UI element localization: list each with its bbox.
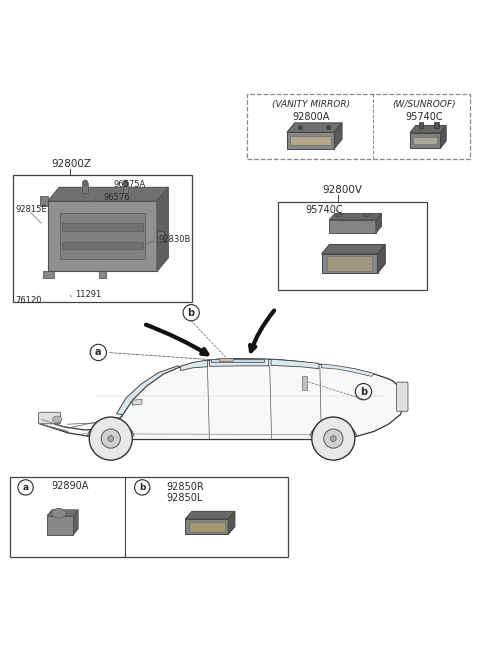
Polygon shape: [43, 271, 54, 279]
Circle shape: [324, 429, 343, 448]
FancyBboxPatch shape: [219, 358, 233, 361]
Polygon shape: [441, 125, 446, 148]
Text: (W/SUNROOF): (W/SUNROOF): [392, 100, 456, 108]
Text: 96575A: 96575A: [113, 181, 145, 189]
Text: b: b: [360, 387, 367, 397]
Circle shape: [298, 125, 302, 129]
Circle shape: [330, 436, 336, 442]
Polygon shape: [209, 359, 269, 367]
Text: a: a: [95, 348, 102, 357]
Polygon shape: [322, 254, 377, 273]
Text: b: b: [139, 483, 145, 492]
Text: 92800Z: 92800Z: [51, 159, 91, 169]
Text: 95740C: 95740C: [405, 112, 443, 122]
Polygon shape: [132, 399, 142, 405]
Polygon shape: [410, 125, 446, 133]
Polygon shape: [180, 360, 207, 371]
Polygon shape: [419, 122, 423, 128]
Text: 92830B: 92830B: [158, 235, 191, 244]
Polygon shape: [287, 132, 334, 148]
Polygon shape: [157, 231, 164, 242]
Text: 92850R: 92850R: [166, 482, 204, 492]
Polygon shape: [327, 256, 372, 271]
Polygon shape: [287, 123, 342, 132]
Polygon shape: [185, 519, 228, 534]
Polygon shape: [434, 122, 439, 128]
Polygon shape: [83, 183, 88, 193]
Text: a: a: [23, 483, 29, 492]
Polygon shape: [363, 214, 372, 217]
Polygon shape: [62, 242, 143, 249]
Polygon shape: [185, 511, 235, 519]
Text: b: b: [188, 307, 195, 318]
Text: 76120: 76120: [15, 296, 42, 306]
Polygon shape: [117, 366, 180, 415]
Text: (VANITY MIRROR): (VANITY MIRROR): [272, 100, 349, 108]
Text: 92800V: 92800V: [323, 185, 363, 195]
Polygon shape: [39, 359, 405, 440]
Polygon shape: [271, 359, 319, 369]
Text: 92850L: 92850L: [166, 493, 203, 503]
Polygon shape: [48, 201, 157, 271]
Text: 92815E: 92815E: [15, 205, 47, 214]
FancyBboxPatch shape: [302, 376, 307, 390]
Polygon shape: [335, 214, 344, 217]
Polygon shape: [376, 214, 382, 233]
Circle shape: [326, 125, 331, 129]
Polygon shape: [228, 511, 235, 534]
FancyBboxPatch shape: [211, 359, 264, 362]
Polygon shape: [60, 214, 145, 259]
Text: 92800A: 92800A: [292, 112, 329, 122]
Text: 96576: 96576: [104, 193, 130, 202]
Polygon shape: [99, 271, 106, 279]
Polygon shape: [322, 364, 374, 376]
Circle shape: [108, 436, 114, 442]
Polygon shape: [334, 123, 342, 148]
Text: 11291: 11291: [75, 290, 101, 298]
Circle shape: [312, 417, 355, 460]
Text: 95740C: 95740C: [305, 205, 343, 215]
Polygon shape: [157, 187, 168, 271]
Polygon shape: [189, 522, 225, 532]
FancyBboxPatch shape: [38, 412, 60, 424]
Circle shape: [101, 429, 120, 448]
Circle shape: [123, 180, 128, 185]
FancyBboxPatch shape: [396, 382, 408, 411]
Polygon shape: [290, 136, 331, 145]
Polygon shape: [377, 244, 385, 273]
Polygon shape: [329, 220, 376, 233]
Polygon shape: [47, 510, 78, 516]
Text: 92890A: 92890A: [51, 482, 88, 491]
Polygon shape: [47, 516, 73, 535]
Polygon shape: [413, 137, 437, 145]
Circle shape: [83, 180, 88, 185]
Polygon shape: [48, 187, 168, 201]
Polygon shape: [123, 183, 128, 193]
Ellipse shape: [52, 509, 66, 518]
Polygon shape: [329, 214, 382, 220]
Ellipse shape: [52, 416, 62, 423]
Polygon shape: [40, 196, 48, 206]
Polygon shape: [62, 223, 143, 231]
Polygon shape: [410, 133, 441, 148]
Polygon shape: [73, 510, 78, 535]
Circle shape: [89, 417, 132, 460]
Polygon shape: [322, 244, 385, 254]
